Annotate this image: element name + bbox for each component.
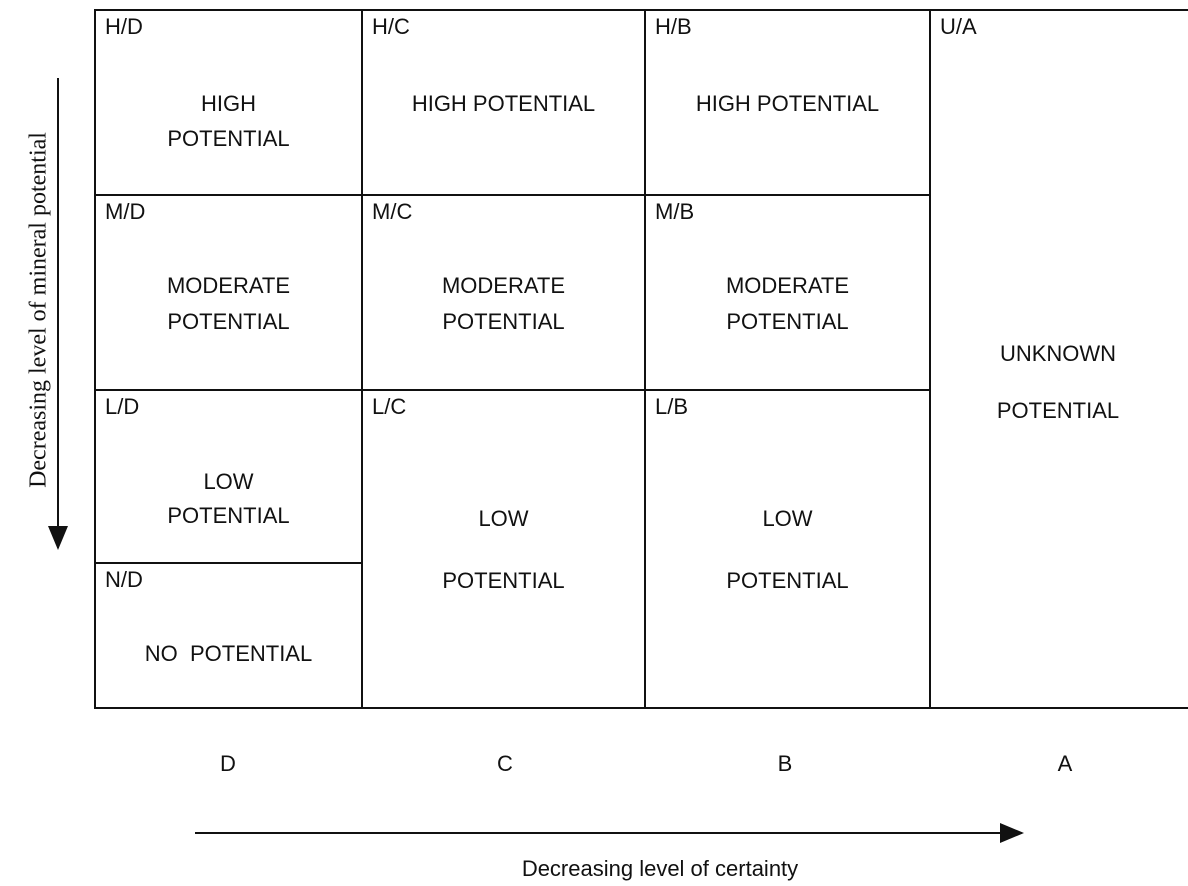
cell-label: POTENTIAL — [726, 568, 848, 593]
cell-code: M/C — [372, 199, 412, 224]
cell-label: POTENTIAL — [167, 126, 289, 151]
cell-label: NO POTENTIAL — [145, 641, 312, 666]
cell-label: POTENTIAL — [726, 309, 848, 334]
cell-label: MODERATE — [442, 273, 565, 298]
cell-code: L/D — [105, 394, 139, 419]
cell-label: LOW — [478, 506, 528, 531]
cell-code: M/D — [105, 199, 145, 224]
cell-label: UNKNOWN — [1000, 341, 1116, 366]
cell-label: HIGH — [201, 91, 256, 116]
column-label: A — [1058, 751, 1073, 776]
column-label: B — [778, 751, 793, 776]
cell-box — [94, 562, 363, 709]
column-label: C — [497, 751, 513, 776]
cell-label: HIGH POTENTIAL — [412, 91, 595, 116]
cell-label: MODERATE — [167, 273, 290, 298]
cell-label: POTENTIAL — [442, 309, 564, 334]
x-axis-label: Decreasing level of certainty — [522, 856, 798, 881]
cell-code: N/D — [105, 567, 143, 592]
cell-label: LOW — [762, 506, 812, 531]
cell-label: POTENTIAL — [167, 309, 289, 334]
cell-label: LOW — [203, 469, 253, 494]
cell-code: H/B — [655, 14, 692, 39]
column-label: D — [220, 751, 236, 776]
cell-code: L/B — [655, 394, 688, 419]
cell-code: H/C — [372, 14, 410, 39]
y-axis-label: Decreasing level of mineral potential — [26, 132, 52, 488]
cell-label: POTENTIAL — [997, 398, 1119, 423]
cell-label: POTENTIAL — [442, 568, 564, 593]
cell-box — [361, 389, 646, 709]
cell-label: HIGH POTENTIAL — [696, 91, 879, 116]
cell-code: L/C — [372, 394, 406, 419]
cell-code: H/D — [105, 14, 143, 39]
cell-box — [644, 389, 931, 709]
cell-label: MODERATE — [726, 273, 849, 298]
cell-label: POTENTIAL — [167, 503, 289, 528]
cell-code: U/A — [940, 14, 977, 39]
cell-code: M/B — [655, 199, 694, 224]
